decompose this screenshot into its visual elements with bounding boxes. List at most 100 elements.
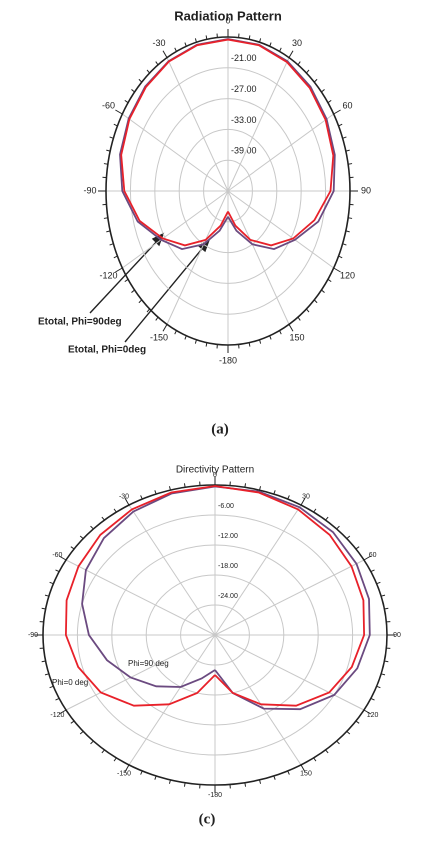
frame-tick xyxy=(333,267,341,273)
frame-tick xyxy=(306,69,310,74)
frame-tick xyxy=(287,770,290,775)
frame-tick xyxy=(325,516,329,521)
theta-tick-label: -90 xyxy=(83,185,96,195)
theta-tick-label: 90 xyxy=(361,185,371,195)
frame-tick xyxy=(55,697,60,701)
frame-tick xyxy=(146,308,150,313)
frame-tick xyxy=(131,289,135,293)
theta-tick-label: 60 xyxy=(343,100,353,110)
frame-tick xyxy=(333,109,341,115)
frame-tick xyxy=(154,775,157,780)
frame-tick xyxy=(109,243,114,246)
frame-tick xyxy=(113,255,118,259)
frame-tick xyxy=(297,61,301,66)
frame-ticks xyxy=(98,29,358,353)
theta-tick-label: -120 xyxy=(99,270,117,280)
frame-tick xyxy=(336,525,340,530)
frame-tick xyxy=(321,89,325,93)
frame-tick xyxy=(183,782,186,787)
r-tick-label: -6.00 xyxy=(218,503,234,510)
frame-tick xyxy=(49,685,54,689)
frame-tick xyxy=(168,779,171,784)
frame-tick xyxy=(336,740,340,745)
series-label: Phi=0 deg xyxy=(52,678,88,687)
theta-tick-label: 150 xyxy=(300,770,312,777)
frame-tick xyxy=(79,535,84,539)
frame-tick xyxy=(381,673,386,676)
frame-tick xyxy=(113,123,118,127)
frame-tick xyxy=(140,770,143,775)
frame-tick xyxy=(355,720,360,724)
frame-tick xyxy=(363,709,372,715)
r-tick-label: -18.00 xyxy=(218,563,238,570)
frame-tick xyxy=(49,581,54,585)
frame-tick xyxy=(313,78,318,83)
frame-tick xyxy=(184,42,187,47)
frame-tick xyxy=(155,316,159,321)
theta-tick-label: -150 xyxy=(150,333,168,343)
frame-tick xyxy=(90,740,94,745)
frame-tick xyxy=(79,731,84,735)
theta-tick-label: 30 xyxy=(302,493,310,500)
frame-tick xyxy=(124,764,130,773)
spoke xyxy=(166,57,229,192)
frame-tick xyxy=(113,508,117,513)
frame-tick xyxy=(287,495,290,500)
frame-tick xyxy=(41,660,46,663)
frame-tick xyxy=(355,546,360,550)
frame-tick xyxy=(269,42,272,47)
theta-tick-label: -150 xyxy=(117,770,131,777)
spoke xyxy=(227,190,334,269)
theta-tick-label: 120 xyxy=(340,270,355,280)
frame-tick xyxy=(138,299,143,304)
spoke xyxy=(128,634,216,766)
spoke xyxy=(214,634,365,711)
frame-tick xyxy=(345,149,350,152)
frame-tick xyxy=(155,61,159,66)
frame-tick xyxy=(44,673,49,676)
series-label: Etotal, Phi=0deg xyxy=(68,345,146,356)
spoke xyxy=(128,504,216,636)
theta-tick-label: 30 xyxy=(292,38,302,48)
frame-tick xyxy=(313,757,317,762)
frame-tick xyxy=(154,490,157,495)
frame-tick xyxy=(288,324,294,332)
series-line xyxy=(64,485,366,707)
frame-tick xyxy=(259,486,262,491)
frame-tick xyxy=(279,330,282,335)
frame-tick xyxy=(205,342,208,347)
spoke xyxy=(166,190,229,325)
r-tick-label: -27.00 xyxy=(231,84,257,94)
arrow xyxy=(124,243,207,343)
frame-tick xyxy=(346,535,351,539)
frame-tick xyxy=(174,47,177,52)
frame-tick xyxy=(348,217,353,219)
frame-tick xyxy=(376,685,381,689)
frame-tick xyxy=(124,99,129,104)
frame-tick xyxy=(162,324,168,332)
frame-tick xyxy=(338,255,343,259)
frame-tick xyxy=(370,569,375,573)
frame-tick xyxy=(259,779,262,784)
frame-tick xyxy=(103,163,108,165)
frame-tick xyxy=(259,339,262,344)
spoke xyxy=(227,57,290,192)
spoke xyxy=(214,634,302,766)
frame-tick xyxy=(381,594,386,597)
frame-tick xyxy=(55,569,60,573)
frame-tick xyxy=(205,35,208,40)
frame-tick xyxy=(194,38,197,43)
spoke xyxy=(65,559,216,636)
frame-tick xyxy=(248,35,251,40)
frame-tick xyxy=(124,278,129,283)
frame-tick xyxy=(327,99,332,104)
frame-tick xyxy=(101,749,105,754)
caption: (c) xyxy=(199,811,216,827)
spoke xyxy=(227,190,290,325)
frame-tick xyxy=(297,316,301,321)
frame-tick xyxy=(259,38,262,43)
frame-tick xyxy=(342,136,347,139)
frame-tick xyxy=(300,764,306,773)
theta-tick-label: -60 xyxy=(102,100,115,110)
